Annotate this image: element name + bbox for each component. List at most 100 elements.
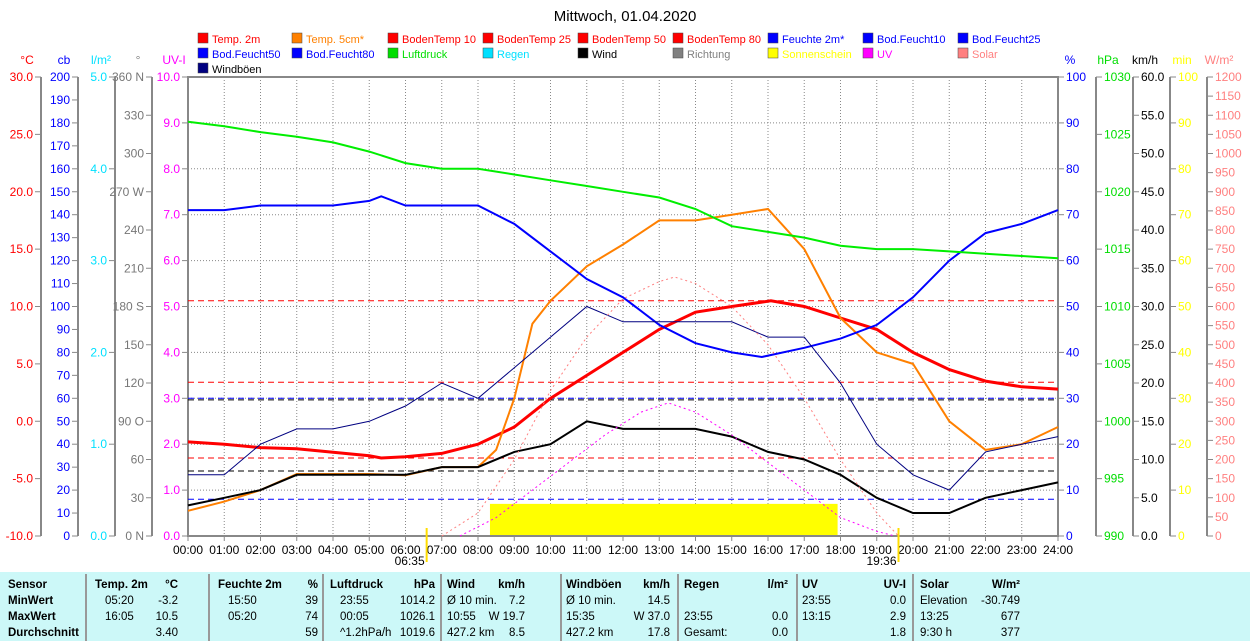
x-tick-label: 19:00 (862, 543, 892, 557)
stat-value: 1026.1 (399, 611, 435, 623)
axis-tick-label: 10.0 (157, 70, 181, 84)
axis-tick-label: 80 (1066, 162, 1080, 176)
axis-tick-label: 750 (1215, 242, 1235, 256)
legend-label: BodenTemp 80 (687, 34, 761, 46)
column-header: Regen (684, 579, 720, 591)
legend-swatch (197, 47, 209, 59)
axis-tick-label: 6.0 (163, 254, 180, 268)
axis-tick-label: 0.0 (1141, 529, 1158, 543)
legend-swatch (387, 32, 399, 44)
axis-tick-label: 35.0 (1141, 261, 1165, 275)
column-separator (560, 574, 562, 641)
x-tick-label: 22:00 (970, 543, 1000, 557)
column-header: Sensor (8, 579, 47, 591)
axis-tick-label: 100 (50, 300, 70, 314)
column-unit: km/h (643, 579, 670, 591)
x-tick-label: 21:00 (934, 543, 964, 557)
x-tick-label: 10:00 (535, 543, 565, 557)
axis-tick-label: 2.0 (90, 345, 107, 359)
legend-swatch (577, 32, 589, 44)
axis-tick-label: 450 (1215, 357, 1235, 371)
stat-time: 427.2 km (447, 627, 495, 639)
axis-tick-label: 0 (1178, 529, 1185, 543)
axis-tick-label: 3.0 (163, 391, 180, 405)
stat-value: 39 (305, 595, 318, 607)
legend-label: Feuchte 2m* (782, 34, 845, 46)
axis-tick-label: 30.0 (1141, 300, 1165, 314)
axis-tick-label: 20.0 (1141, 376, 1165, 390)
axis-tick-label: 40 (1066, 345, 1080, 359)
legend-swatch (957, 32, 969, 44)
legend-label: Regen (497, 49, 529, 61)
legend-label: BodenTemp 50 (592, 34, 666, 46)
axis-tick-label: 1150 (1215, 89, 1241, 103)
column-separator (322, 574, 324, 641)
axis-tick-label: -10.0 (6, 529, 34, 543)
axis-tick-label: 50.0 (1141, 147, 1165, 161)
axis-tick-label: 100 (1066, 70, 1086, 84)
stat-time: 23:55 (340, 595, 369, 607)
column-separator (796, 574, 798, 641)
legend-swatch (862, 47, 874, 59)
stat-time: 9:30 h (920, 627, 952, 639)
legend-label: Bod.Feucht25 (972, 34, 1041, 46)
axis-tick-label: 360 N (112, 70, 144, 84)
x-tick-label: 06:00 (390, 543, 420, 557)
axis-tick-label: 4.0 (163, 345, 180, 359)
axis-tick-label: 8.0 (163, 162, 180, 176)
axis-tick-label: 0.0 (16, 414, 33, 428)
column-header: Windböen (566, 579, 622, 591)
x-tick-label: 12:00 (608, 543, 638, 557)
axis-tick-label: 50 (1178, 300, 1192, 314)
axis-tick-label: 1000 (1104, 414, 1131, 428)
axis-tick-label: 40 (57, 437, 71, 451)
column-header: Luftdruck (330, 579, 384, 591)
axis-tick-label: 180 S (113, 300, 144, 314)
legend-label: Bod.Feucht50 (212, 49, 281, 61)
axis-unit-rain: l/m² (91, 53, 111, 67)
column-separator (912, 574, 914, 641)
stat-time: 05:20 (105, 595, 134, 607)
axis-tick-label: 30 (131, 491, 145, 505)
column-unit: °C (165, 579, 178, 591)
legend-swatch (862, 32, 874, 44)
x-tick-label: 08:00 (463, 543, 493, 557)
legend-swatch (672, 47, 684, 59)
legend-swatch (482, 32, 494, 44)
axis-tick-label: 60.0 (1141, 70, 1165, 84)
weather-chart: Mittwoch, 01.04.2020 °C 30.0 25.0 20.0 15.0 10… (6, 8, 1242, 568)
x-tick-label: 01:00 (209, 543, 239, 557)
axis-tick-label: 5.0 (90, 70, 107, 84)
axis-unit-cb: cb (58, 53, 71, 67)
axis-tick-label: 330 (124, 108, 144, 122)
axis-tick-label: 250 (1215, 433, 1235, 447)
stat-value: W 19.7 (488, 611, 525, 623)
axis-tick-label: 90 O (118, 414, 144, 428)
x-tick-label: 00:00 (173, 543, 203, 557)
sunshine-bar (489, 503, 838, 535)
stat-time: 10:55 (447, 611, 476, 623)
x-tick-label: 17:00 (789, 543, 819, 557)
axis-tick-label: 1010 (1104, 300, 1131, 314)
stat-value: 7.2 (509, 595, 525, 607)
stat-time: 00:05 (340, 611, 369, 623)
x-tick-label: 23:00 (1007, 543, 1037, 557)
legend-label: Wind (592, 49, 617, 61)
axis-tick-label: 55.0 (1141, 108, 1165, 122)
axis-unit-hum: % (1065, 53, 1076, 67)
sunset-label: 19:36 (866, 554, 896, 568)
legend-swatch (387, 47, 399, 59)
axis-unit-wind: km/h (1132, 53, 1158, 67)
axis-tick-label: 9.0 (163, 116, 180, 130)
x-tick-label: 15:00 (717, 543, 747, 557)
axis-unit-temp: °C (20, 53, 34, 67)
column-unit: l/m² (767, 579, 788, 591)
axis-tick-label: 270 W (109, 185, 144, 199)
stat-value: 74 (305, 611, 318, 623)
axis-tick-label: 1030 (1104, 70, 1131, 84)
axis-tick-label: 50 (1215, 510, 1229, 524)
x-tick-label: 03:00 (282, 543, 312, 557)
axis-tick-label: 160 (50, 162, 70, 176)
axis-tick-label: 850 (1215, 204, 1235, 218)
stat-time: 13:15 (802, 611, 831, 623)
